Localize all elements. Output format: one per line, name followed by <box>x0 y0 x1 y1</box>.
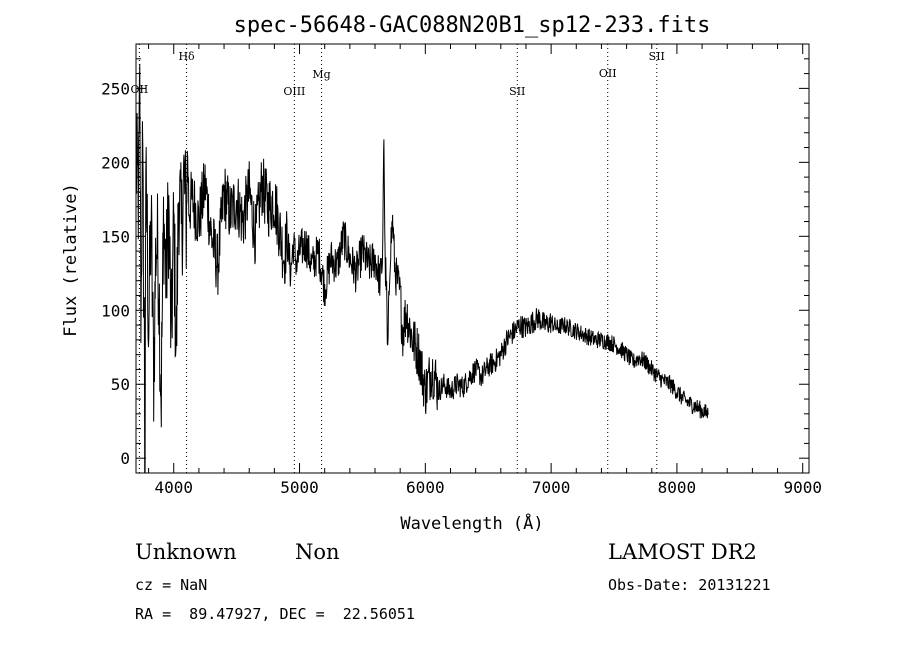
object-class: Unknown <box>135 540 237 564</box>
object-subclass: Non <box>295 540 340 564</box>
x-tick-label: 4000 <box>154 478 193 497</box>
plot-frame <box>135 43 810 474</box>
y-tick-label: 0 <box>120 449 130 468</box>
spectral-line-label: SII <box>509 85 525 98</box>
spectral-line-label: OII <box>599 67 617 80</box>
x-tick-label: 6000 <box>406 478 445 497</box>
y-tick-label: 200 <box>101 153 130 172</box>
y-tick-label: 50 <box>111 375 130 394</box>
spectral-line-label: SII <box>649 50 665 63</box>
spectral-line-label: OIII <box>283 85 305 98</box>
y-axis-label: Flux (relative) <box>61 183 81 337</box>
x-tick-label: 7000 <box>532 478 571 497</box>
x-tick-label: 8000 <box>658 478 697 497</box>
axis-ticks: 4000 5000 6000 7000 8000 9000 0 50 100 150 200 250 <box>101 44 822 497</box>
coordinates: RA = 89.47927, DEC = 22.56051 <box>135 605 415 623</box>
survey-name: LAMOST DR2 <box>608 540 757 564</box>
x-tick-label: 9000 <box>783 478 822 497</box>
plot-border <box>135 43 810 474</box>
spectral-line-label: Mg <box>312 68 330 81</box>
redshift-cz: cz = NaN <box>135 576 208 594</box>
chart-title: spec-56648-GAC088N20B1_sp12-233.fits <box>234 13 711 38</box>
y-tick-label: 150 <box>101 227 130 246</box>
spectrum-line <box>135 63 709 474</box>
y-tick-label: 100 <box>101 301 130 320</box>
spectral-line-label: Hδ <box>178 50 195 63</box>
x-tick-label: 5000 <box>280 478 319 497</box>
x-axis-label: Wavelength (Å) <box>400 512 543 534</box>
spectrum-series <box>135 63 709 474</box>
y-tick-label: 250 <box>101 79 130 98</box>
observation-date: Obs-Date: 20131221 <box>608 576 771 594</box>
